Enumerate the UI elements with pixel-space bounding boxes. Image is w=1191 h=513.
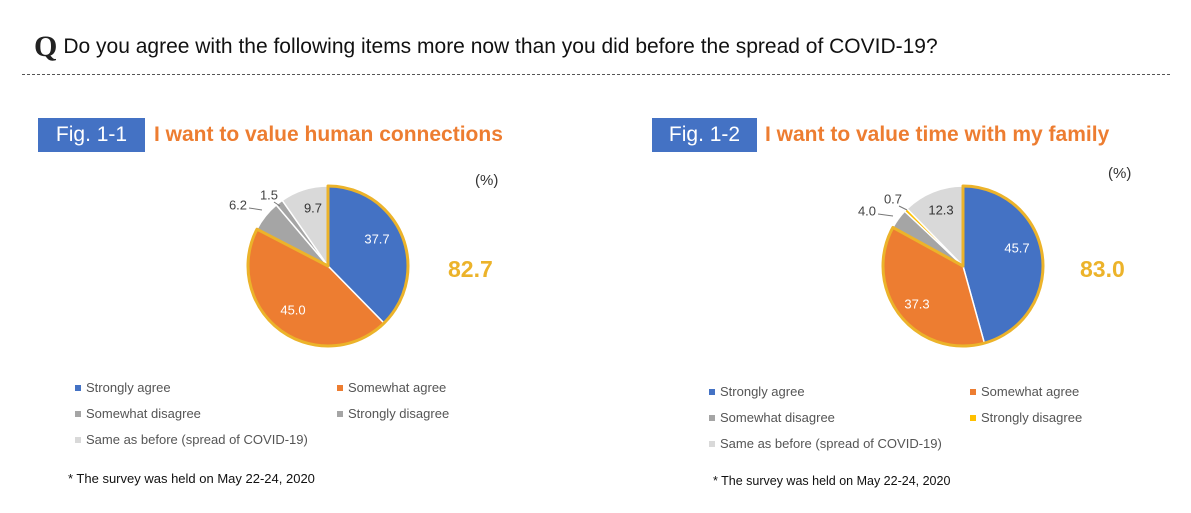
question-text: Do you agree with the following items mo… <box>63 35 938 58</box>
pie-leader-line <box>248 207 263 211</box>
pie-data-label: 4.0 <box>858 203 876 218</box>
pie-chart-1: 37.7 45.0 6.2 1.5 9.7 <box>229 184 410 348</box>
pie-data-label: 9.7 <box>304 200 322 215</box>
fig-1-2-unit: (%) <box>1108 165 1132 182</box>
legend-item-strongly-disagree: Strongly disagree <box>337 406 449 421</box>
pie-data-label: 0.7 <box>884 191 902 206</box>
pie-data-label: 12.3 <box>928 202 953 217</box>
legend-label: Same as before (spread of COVID-19) <box>86 432 308 447</box>
fig-1-2-legend: Strongly agree Somewhat agree Somewhat d… <box>709 384 1129 464</box>
legend-swatch <box>75 436 81 443</box>
pie-chart-2: 45.7 37.3 4.0 0.7 12.3 <box>858 184 1045 348</box>
fig-1-1-total-agree: 82.7 <box>448 256 493 282</box>
dashed-divider <box>22 74 1170 75</box>
pie-data-label: 45.7 <box>1004 240 1029 255</box>
legend-swatch <box>709 414 715 421</box>
pie-data-label: 1.5 <box>260 187 278 202</box>
legend-swatch <box>75 384 81 391</box>
legend-label: Somewhat disagree <box>86 406 201 421</box>
legend-swatch <box>709 440 715 447</box>
legend-label: Somewhat agree <box>348 380 447 395</box>
pie-data-label: 6.2 <box>229 197 247 212</box>
legend-swatch <box>337 410 343 417</box>
agree-highlight-outline <box>246 184 410 348</box>
pie-leader-line <box>273 201 281 207</box>
fig-1-1-legend: Strongly agree Somewhat agree Somewhat d… <box>75 380 495 460</box>
legend-label: Somewhat agree <box>981 384 1080 399</box>
pie-data-label: 37.7 <box>364 231 389 246</box>
legend-label: Same as before (spread of COVID-19) <box>720 436 942 451</box>
fig-1-1-badge: Fig. 1-1 <box>38 118 145 152</box>
legend-item-somewhat-disagree: Somewhat disagree <box>75 406 201 421</box>
legend-label: Strongly agree <box>720 384 805 399</box>
fig-1-1-survey-note: * The survey was held on May 22-24, 2020 <box>68 471 315 486</box>
agree-highlight-outline <box>881 184 1045 348</box>
legend-item-somewhat-agree: Somewhat agree <box>970 384 1079 399</box>
legend-swatch <box>709 388 715 395</box>
legend-item-same-as-before: Same as before (spread of COVID-19) <box>709 436 942 451</box>
pie-leader-line <box>877 213 894 217</box>
question-mark: Q <box>34 30 58 63</box>
fig-1-2-badge: Fig. 1-2 <box>652 118 757 152</box>
pie-data-label: 45.0 <box>280 302 305 317</box>
question: Q Do you agree with the following items … <box>34 30 938 64</box>
fig-1-2-total-agree: 83.0 <box>1080 256 1125 282</box>
legend-swatch <box>970 388 976 395</box>
fig-1-2-title: I want to value time with my family <box>765 123 1110 146</box>
legend-swatch <box>970 414 976 421</box>
fig-1-2-survey-note: * The survey was held on May 22-24, 2020 <box>713 474 951 488</box>
legend-item-somewhat-disagree: Somewhat disagree <box>709 410 835 425</box>
legend-item-strongly-disagree: Strongly disagree <box>970 410 1082 425</box>
legend-item-strongly-agree: Strongly agree <box>75 380 171 395</box>
pie-leader-line <box>898 205 908 211</box>
legend-item-same-as-before: Same as before (spread of COVID-19) <box>75 432 308 447</box>
legend-label: Strongly agree <box>86 380 171 395</box>
legend-label: Somewhat disagree <box>720 410 835 425</box>
pie-data-label: 37.3 <box>904 296 929 311</box>
legend-item-somewhat-agree: Somewhat agree <box>337 380 446 395</box>
legend-swatch <box>75 410 81 417</box>
legend-item-strongly-agree: Strongly agree <box>709 384 805 399</box>
legend-label: Strongly disagree <box>981 410 1083 425</box>
fig-1-1-title: I want to value human connections <box>154 123 503 146</box>
legend-label: Strongly disagree <box>348 406 450 421</box>
legend-swatch <box>337 384 343 391</box>
fig-1-1-unit: (%) <box>475 172 499 189</box>
